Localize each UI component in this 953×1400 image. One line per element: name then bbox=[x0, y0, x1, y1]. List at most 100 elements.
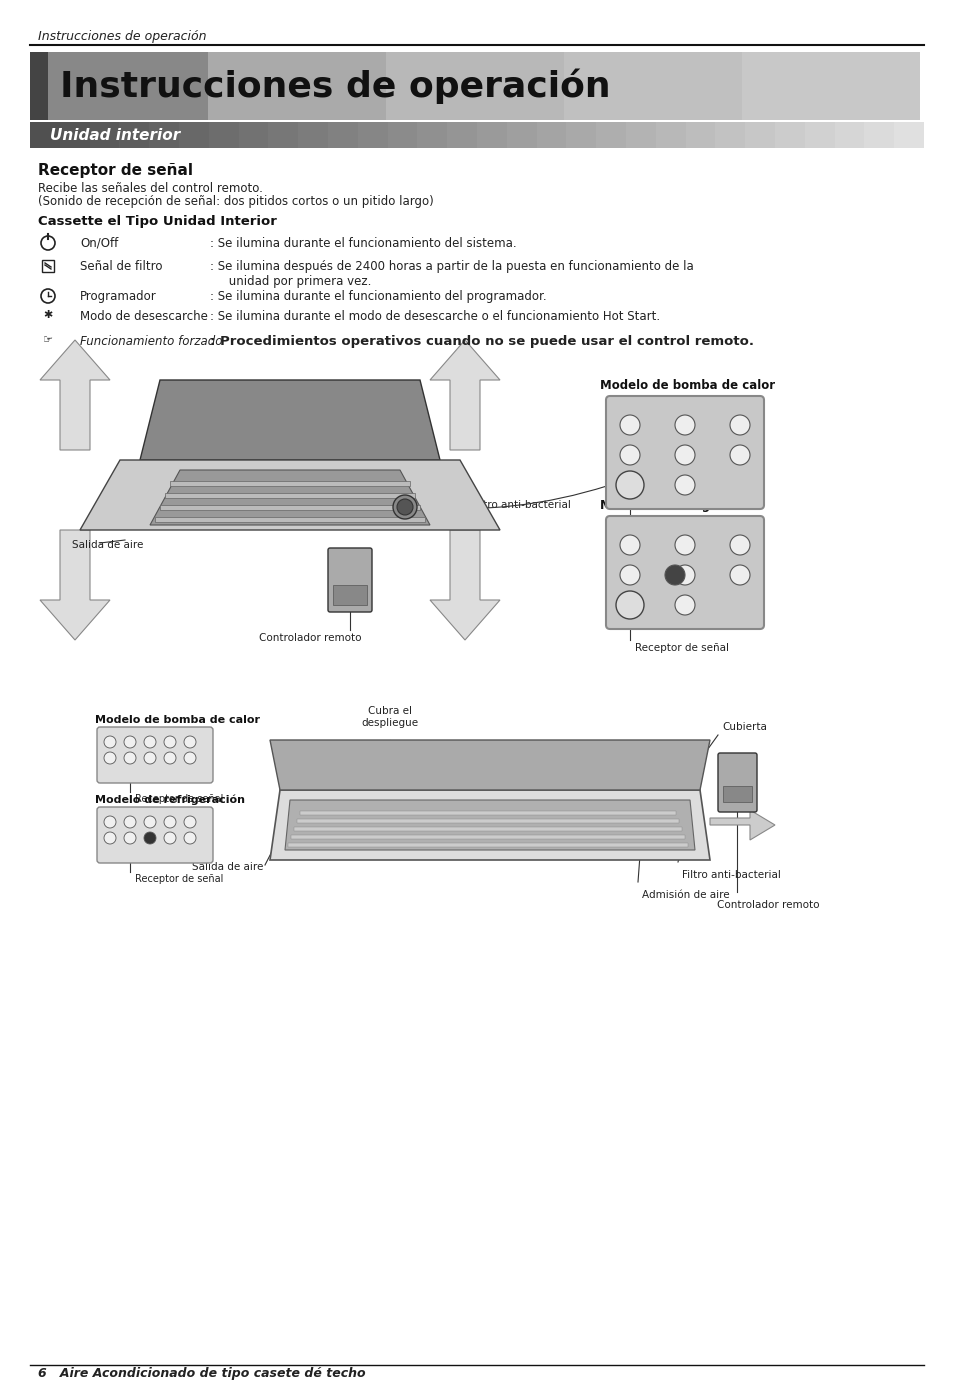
Circle shape bbox=[396, 498, 413, 515]
Circle shape bbox=[675, 414, 695, 435]
Polygon shape bbox=[40, 340, 110, 449]
Bar bbox=[209, 122, 238, 148]
Bar bbox=[563, 52, 741, 120]
Circle shape bbox=[616, 591, 643, 619]
Polygon shape bbox=[270, 741, 709, 790]
Circle shape bbox=[184, 736, 195, 748]
FancyBboxPatch shape bbox=[97, 806, 213, 862]
Polygon shape bbox=[140, 379, 439, 461]
Circle shape bbox=[184, 816, 195, 827]
Polygon shape bbox=[150, 470, 430, 525]
Text: Filtro anti-bacterial: Filtro anti-bacterial bbox=[681, 869, 781, 881]
Bar bbox=[387, 122, 417, 148]
Bar bbox=[149, 122, 179, 148]
FancyBboxPatch shape bbox=[605, 517, 763, 629]
Circle shape bbox=[104, 736, 116, 748]
Circle shape bbox=[144, 752, 156, 764]
Circle shape bbox=[144, 832, 156, 844]
Text: Modo de desescarche: Modo de desescarche bbox=[80, 309, 208, 323]
Bar bbox=[744, 122, 774, 148]
Circle shape bbox=[124, 816, 136, 827]
Bar bbox=[506, 122, 536, 148]
Circle shape bbox=[675, 535, 695, 554]
Text: : Procedimientos operativos cuando no se puede usar el control remoto.: : Procedimientos operativos cuando no se… bbox=[210, 335, 753, 349]
Bar bbox=[160, 505, 419, 510]
Bar bbox=[357, 122, 387, 148]
Bar bbox=[208, 52, 386, 120]
Text: Cubra el
despliegue: Cubra el despliegue bbox=[361, 707, 418, 728]
Circle shape bbox=[675, 595, 695, 615]
Bar bbox=[42, 260, 54, 272]
Circle shape bbox=[164, 752, 175, 764]
Circle shape bbox=[144, 816, 156, 827]
Circle shape bbox=[729, 566, 749, 585]
Circle shape bbox=[164, 736, 175, 748]
Circle shape bbox=[104, 752, 116, 764]
Bar bbox=[268, 122, 298, 148]
Text: Cassette el Tipo Unidad Interior: Cassette el Tipo Unidad Interior bbox=[38, 216, 276, 228]
Circle shape bbox=[619, 566, 639, 585]
Bar bbox=[299, 811, 676, 815]
Text: Modelo de refrigeración: Modelo de refrigeración bbox=[599, 498, 759, 512]
Circle shape bbox=[619, 535, 639, 554]
Text: Cubierta: Cubierta bbox=[721, 722, 766, 732]
Circle shape bbox=[104, 832, 116, 844]
Bar bbox=[774, 122, 804, 148]
Polygon shape bbox=[80, 461, 499, 531]
Circle shape bbox=[619, 414, 639, 435]
Text: 6   Aire Acondicionado de tipo casete dé techo: 6 Aire Acondicionado de tipo casete dé t… bbox=[38, 1366, 365, 1380]
Circle shape bbox=[144, 736, 156, 748]
Bar bbox=[655, 122, 685, 148]
Bar bbox=[288, 843, 687, 847]
Circle shape bbox=[729, 535, 749, 554]
FancyBboxPatch shape bbox=[97, 727, 213, 783]
Circle shape bbox=[104, 816, 116, 827]
Bar bbox=[291, 834, 684, 839]
Text: Filtro anti-bacterial: Filtro anti-bacterial bbox=[472, 500, 570, 510]
Bar bbox=[893, 122, 923, 148]
Bar bbox=[90, 122, 119, 148]
Text: Admisión de aire: Admisión de aire bbox=[157, 484, 245, 496]
FancyBboxPatch shape bbox=[605, 396, 763, 510]
Circle shape bbox=[729, 414, 749, 435]
Bar bbox=[328, 122, 357, 148]
Bar bbox=[715, 122, 744, 148]
Text: Salida de aire: Salida de aire bbox=[71, 540, 143, 550]
Polygon shape bbox=[40, 531, 110, 640]
Circle shape bbox=[184, 832, 195, 844]
Polygon shape bbox=[270, 790, 709, 860]
Circle shape bbox=[729, 445, 749, 465]
Polygon shape bbox=[709, 811, 774, 840]
Bar bbox=[238, 122, 268, 148]
Circle shape bbox=[675, 445, 695, 465]
Circle shape bbox=[124, 832, 136, 844]
Bar bbox=[741, 52, 919, 120]
Text: Receptor de señal: Receptor de señal bbox=[38, 162, 193, 178]
Circle shape bbox=[124, 752, 136, 764]
Bar bbox=[30, 52, 208, 120]
Bar bbox=[566, 122, 596, 148]
Text: ✱: ✱ bbox=[43, 309, 52, 321]
Text: (Sonido de recepción de señal: dos pitidos cortos o un pitido largo): (Sonido de recepción de señal: dos pitid… bbox=[38, 195, 434, 209]
Circle shape bbox=[164, 816, 175, 827]
Bar bbox=[179, 122, 209, 148]
Bar bbox=[722, 785, 751, 802]
Text: Funcionamiento forzado: Funcionamiento forzado bbox=[80, 335, 222, 349]
Text: Señal de filtro: Señal de filtro bbox=[80, 260, 162, 273]
Bar bbox=[30, 52, 48, 120]
Text: Salida de aire: Salida de aire bbox=[192, 862, 263, 872]
Text: Instrucciones de operación: Instrucciones de operación bbox=[38, 29, 206, 43]
Bar bbox=[165, 493, 415, 498]
Text: Modelo de bomba de calor: Modelo de bomba de calor bbox=[599, 379, 774, 392]
Circle shape bbox=[619, 475, 639, 496]
Polygon shape bbox=[285, 799, 695, 850]
FancyBboxPatch shape bbox=[718, 753, 757, 812]
Bar bbox=[476, 122, 506, 148]
Bar bbox=[863, 122, 893, 148]
Circle shape bbox=[184, 752, 195, 764]
Circle shape bbox=[619, 595, 639, 615]
Text: : Se ilumina durante el funcionamiento del programador.: : Se ilumina durante el funcionamiento d… bbox=[210, 290, 546, 302]
Text: : Se ilumina durante el funcionamiento del sistema.: : Se ilumina durante el funcionamiento d… bbox=[210, 237, 517, 251]
Text: : Se ilumina durante el modo de desescarche o el funcionamiento Hot Start.: : Se ilumina durante el modo de desescar… bbox=[210, 309, 659, 323]
Bar bbox=[447, 122, 476, 148]
